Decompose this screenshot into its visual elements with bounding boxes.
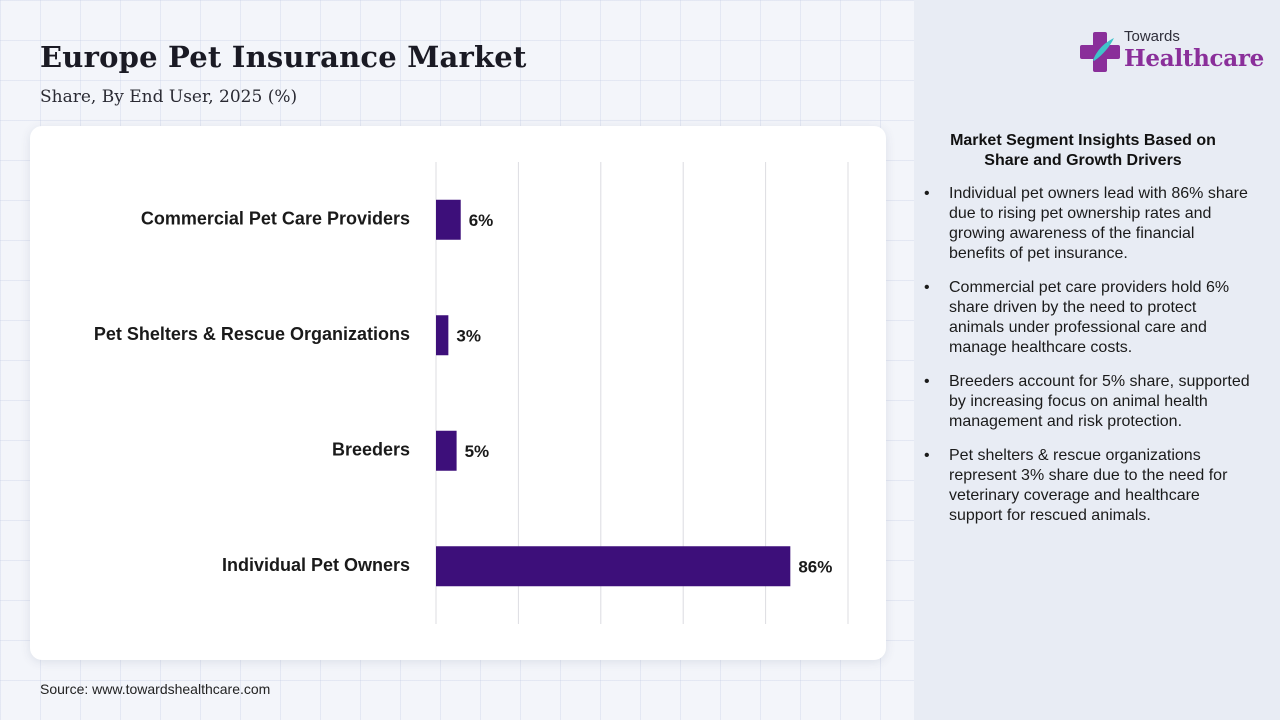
- insight-item: • Individual pet owners lead with 86% sha…: [924, 184, 1254, 264]
- insight-text: Individual pet owners lead with 86% shar…: [949, 185, 1248, 262]
- logo-big-text: Healthcare: [1124, 45, 1265, 72]
- bar-chart: Commercial Pet Care Providers 6% Pet Shelt…: [94, 162, 849, 624]
- data-label: 5%: [465, 442, 490, 461]
- insight-text: Breeders account for 5% share, supported…: [949, 373, 1250, 430]
- data-label: 3%: [456, 327, 481, 346]
- category-label: Breeders: [332, 440, 410, 460]
- bullet-icon: •: [924, 185, 930, 202]
- insight-item: • Pet shelters & rescue organizations rep…: [924, 446, 1254, 526]
- page-subtitle: Share, By End User, 2025 (%): [40, 87, 298, 107]
- insight-item: • Breeders account for 5% share, supporte…: [924, 372, 1254, 432]
- insights-title: Market Segment Insights Based on Share a…: [950, 132, 1216, 169]
- source-note: Source: www.towardshealthcare.com: [40, 681, 271, 697]
- bullet-icon: •: [924, 279, 930, 296]
- medical-cross-logo-icon: [1080, 32, 1120, 72]
- bar: [436, 199, 461, 240]
- insight-text: Commercial pet care providers hold 6% sh…: [949, 279, 1230, 356]
- brand-logo: Towards Healthcare: [1080, 28, 1264, 78]
- category-label: Commercial Pet Care Providers: [141, 209, 410, 229]
- category-label: Individual Pet Owners: [222, 555, 410, 575]
- insights-panel: [914, 0, 1280, 720]
- bullet-icon: •: [924, 447, 930, 464]
- page-title: Europe Pet Insurance Market: [40, 40, 527, 74]
- insights-list: • Individual pet owners lead with 86% sha…: [924, 184, 1254, 540]
- data-label: 86%: [798, 558, 832, 577]
- bullet-icon: •: [924, 373, 930, 390]
- chart-card: Commercial Pet Care Providers 6% Pet Shelt…: [30, 126, 886, 660]
- data-label: 6%: [469, 211, 494, 230]
- bar: [436, 546, 791, 587]
- category-label: Pet Shelters & Rescue Organizations: [94, 324, 410, 344]
- insight-text: Pet shelters & rescue organizations repr…: [949, 447, 1228, 524]
- logo-small-text: Towards: [1124, 28, 1180, 45]
- bar: [436, 315, 449, 356]
- insight-item: • Commercial pet care providers hold 6% s…: [924, 278, 1254, 358]
- bar: [436, 430, 457, 471]
